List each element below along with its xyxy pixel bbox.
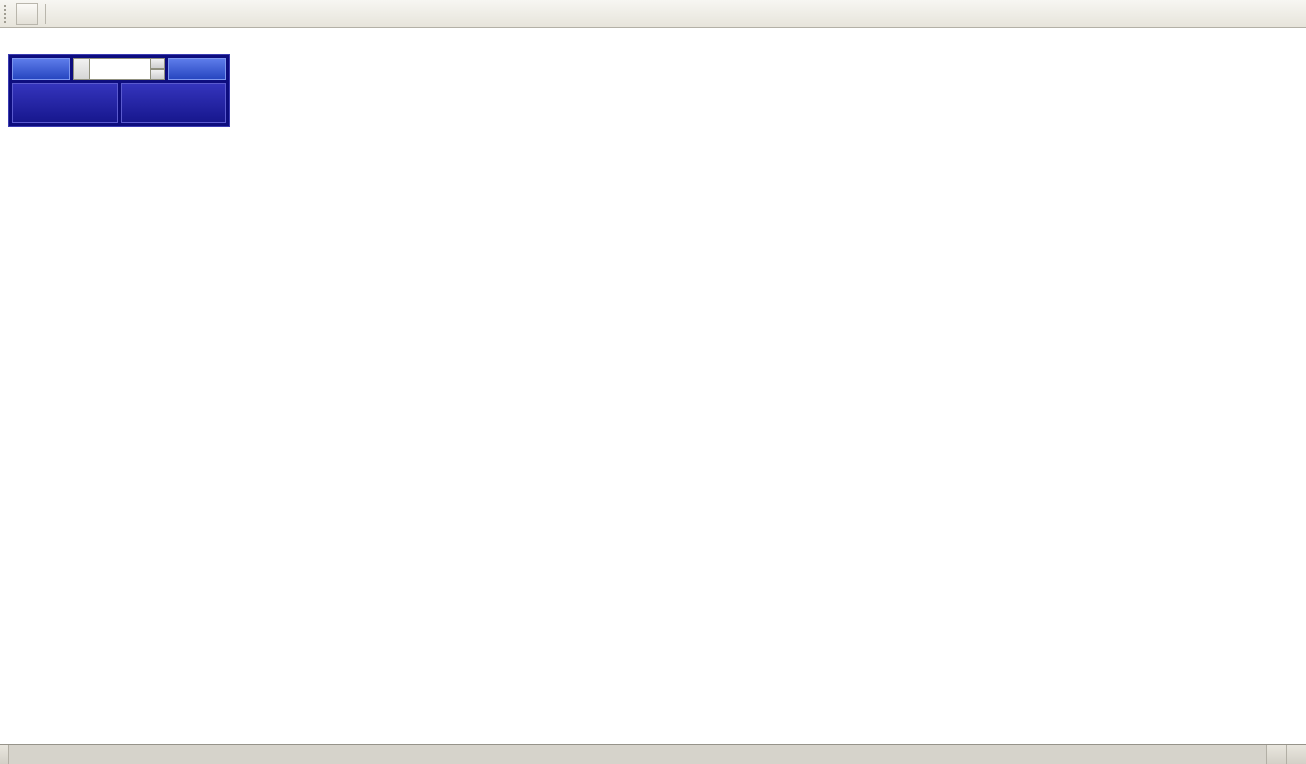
buy-price-display[interactable] xyxy=(120,83,226,123)
toolbar-separator xyxy=(45,3,46,24)
tabs-scroll-left-button[interactable] xyxy=(1266,745,1286,764)
volume-input[interactable] xyxy=(90,58,151,80)
volume-decrease-button[interactable] xyxy=(151,69,165,80)
chart-tabs-bar xyxy=(0,744,1306,764)
sell-price-display[interactable] xyxy=(12,83,118,123)
toolbar-grip[interactable] xyxy=(4,4,10,23)
volume-increase-button[interactable] xyxy=(151,58,165,69)
chart-canvas[interactable] xyxy=(0,28,1306,744)
chart-tabs xyxy=(9,745,1266,764)
macd-indicator-label xyxy=(7,631,22,643)
one-click-trading-panel xyxy=(8,54,230,127)
volume-control xyxy=(73,58,165,80)
top-toolbar xyxy=(0,0,1306,28)
toolbar-overflow-button[interactable] xyxy=(16,2,38,25)
buy-button[interactable] xyxy=(168,58,226,80)
tabs-left-spacer xyxy=(0,745,9,764)
volume-dropdown-button[interactable] xyxy=(73,58,90,80)
chart-window xyxy=(0,28,1306,744)
tabs-scroll-right-button[interactable] xyxy=(1286,745,1306,764)
sell-button[interactable] xyxy=(12,58,70,80)
